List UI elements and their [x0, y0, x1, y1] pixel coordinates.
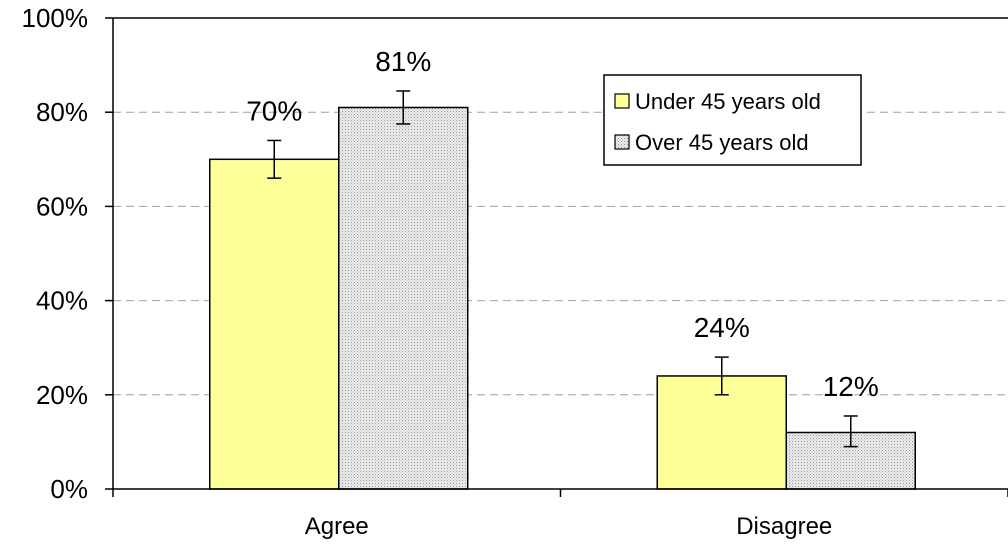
legend-label: Over 45 years old — [635, 130, 809, 155]
legend-swatch — [614, 134, 630, 150]
data-label: 12% — [823, 371, 879, 402]
y-tick-label: 0% — [50, 474, 88, 504]
axes — [105, 17, 1008, 497]
legend-box — [603, 74, 862, 166]
labels: 70% 24% 81% 12% 0% 20% 40% 60% 80% 100% Agree Disag… — [22, 3, 879, 540]
y-tick-label: 100% — [22, 3, 89, 33]
y-tick-label: 60% — [36, 191, 88, 221]
y-tick-label: 20% — [36, 380, 88, 410]
bar — [209, 158, 340, 490]
y-tick-label: 40% — [36, 286, 88, 316]
y-tick-label: 80% — [36, 97, 88, 127]
bar — [338, 106, 469, 490]
legend: Under 45 years old Over 45 years old — [603, 74, 862, 166]
data-label: 81% — [375, 46, 431, 77]
legend-swatch — [614, 93, 630, 109]
data-label: 70% — [246, 95, 302, 126]
x-tick-label: Disagree — [736, 513, 832, 540]
legend-label: Under 45 years old — [635, 89, 821, 114]
data-label: 24% — [694, 312, 750, 343]
x-tick-label: Agree — [305, 513, 369, 540]
